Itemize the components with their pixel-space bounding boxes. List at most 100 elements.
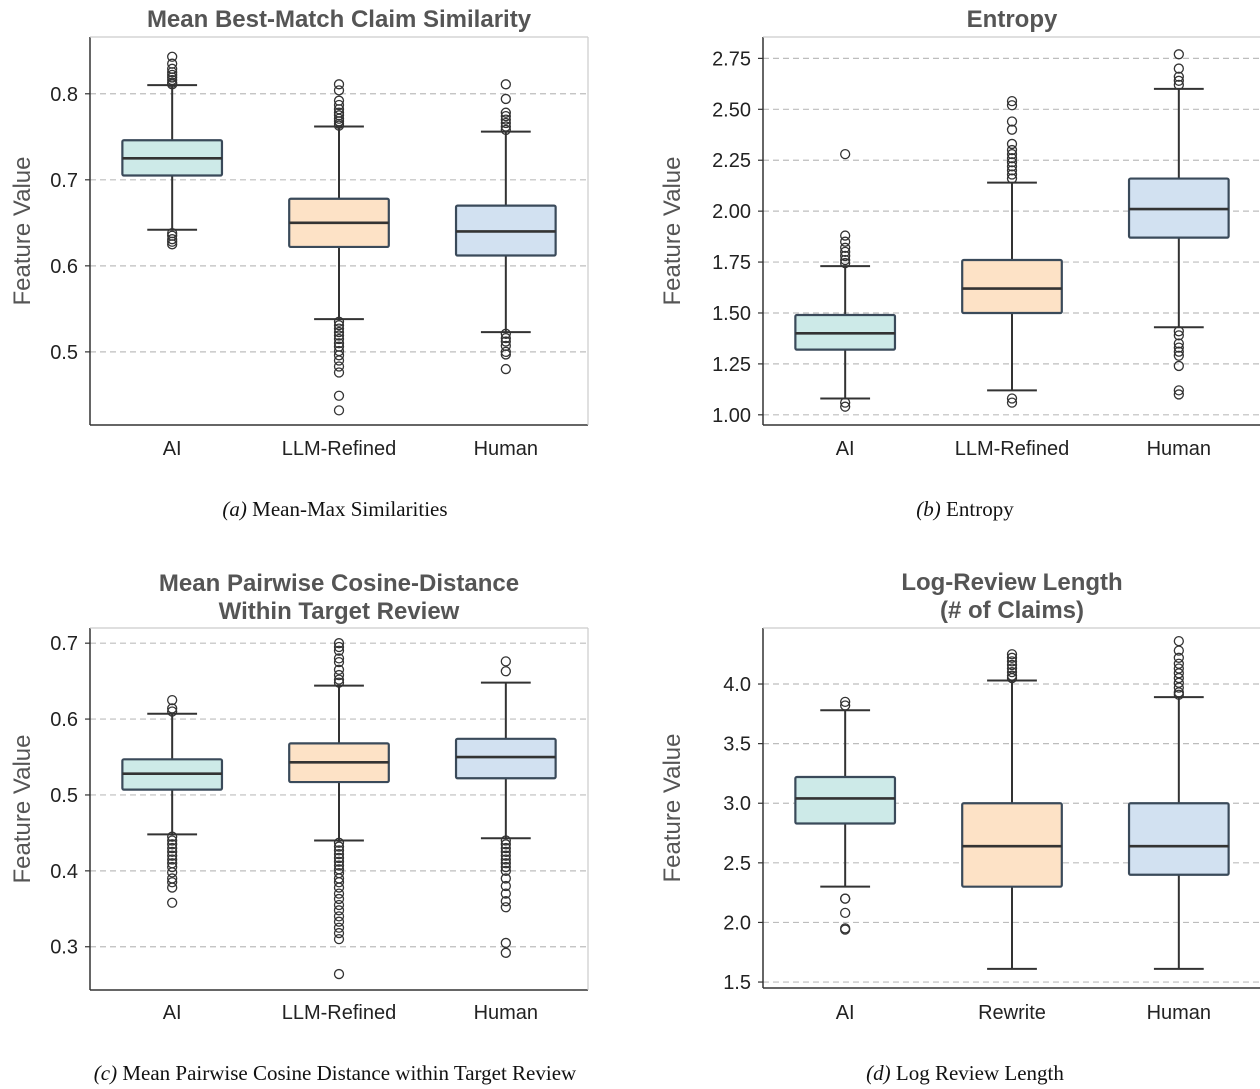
outlier-point	[500, 839, 511, 850]
outlier-point	[333, 674, 345, 685]
outlier-point	[167, 835, 178, 846]
outlier-point	[333, 841, 345, 852]
caption-label: (b)	[916, 497, 941, 521]
outlier-point	[500, 93, 511, 105]
outlier-point	[1006, 161, 1018, 172]
outlier-point	[333, 877, 345, 888]
outlier-point	[167, 882, 178, 893]
y-tick-label: 2.00	[712, 201, 751, 223]
x-tick-label: LLM-Refined	[282, 438, 397, 460]
chart-title: Entropy	[967, 6, 1058, 33]
x-tick-label: AI	[836, 1002, 855, 1024]
outlier-point	[1173, 342, 1184, 353]
outlier-point	[167, 850, 178, 861]
outlier-point	[333, 355, 345, 366]
outlier-point	[840, 254, 851, 266]
outlier-point	[333, 927, 345, 939]
y-axis-label: Feature Value	[659, 157, 686, 306]
outlier-point	[1006, 96, 1018, 107]
y-tick-label: 1.25	[712, 354, 751, 376]
outlier-point	[333, 893, 345, 905]
caption-text: Mean-Max Similarities	[252, 497, 448, 521]
outlier-point	[1173, 63, 1184, 74]
y-tick-label: 2.0	[723, 912, 751, 934]
outlier-point	[333, 350, 345, 361]
outlier-point	[1006, 148, 1018, 160]
outlier-point	[167, 67, 178, 78]
outlier-point	[167, 79, 178, 90]
outlier-point	[333, 79, 345, 90]
outlier-point	[167, 854, 178, 865]
outlier-point	[333, 911, 345, 922]
outlier-point	[1173, 360, 1184, 372]
outlier-point	[333, 330, 345, 341]
outlier-point	[500, 656, 511, 667]
y-tick-label: 0.7	[50, 633, 78, 655]
chart-title: (# of Claims)	[940, 597, 1084, 624]
outlier-point	[500, 346, 511, 358]
outlier-point	[840, 257, 851, 269]
outlier-point	[333, 849, 345, 860]
outlier-point	[167, 861, 178, 873]
outlier-point	[333, 669, 345, 681]
x-tick-label: AI	[836, 438, 855, 460]
outlier-point	[333, 367, 345, 378]
outlier-point	[1006, 393, 1018, 404]
outlier-point	[333, 916, 345, 927]
outlier-point	[1006, 672, 1018, 684]
outlier-point	[333, 120, 345, 131]
outlier-point	[333, 852, 345, 864]
outlier-point	[333, 677, 345, 688]
x-tick-label: Human	[1147, 1002, 1211, 1024]
outlier-point	[333, 882, 345, 893]
y-axis-label: Feature Value	[9, 735, 36, 884]
box-iqr	[961, 258, 1063, 315]
y-tick-label: 0.5	[50, 342, 78, 364]
outlier-point	[333, 856, 345, 867]
y-tick-label: 0.4	[50, 861, 78, 883]
outlier-point	[167, 234, 178, 245]
outlier-point	[333, 664, 345, 675]
outlier-point	[1173, 689, 1184, 700]
outlier-point	[840, 246, 851, 258]
outlier-point	[500, 937, 511, 949]
outlier-point	[333, 905, 345, 916]
outlier-point	[167, 867, 178, 878]
outlier-point	[1006, 656, 1018, 667]
y-tick-label: 0.6	[50, 709, 78, 731]
outlier-point	[500, 842, 511, 854]
chart-title: Within Target Review	[219, 598, 460, 625]
outlier-point	[167, 51, 178, 62]
outlier-point	[500, 336, 511, 347]
outlier-point	[500, 947, 511, 958]
outlier-point	[333, 645, 345, 656]
outlier-point	[500, 117, 511, 129]
outlier-point	[167, 831, 178, 842]
outlier-point	[333, 116, 345, 127]
outlier-point	[1173, 330, 1184, 341]
outlier-point	[500, 124, 511, 136]
outlier-point	[167, 703, 178, 714]
outlier-point	[840, 242, 851, 253]
outlier-point	[1006, 124, 1018, 135]
caption-text: Mean Pairwise Cosine Distance within Tar…	[122, 1061, 577, 1085]
y-tick-label: 0.3	[50, 937, 78, 959]
outlier-point	[333, 899, 345, 911]
x-tick-label: Human	[474, 438, 538, 460]
y-tick-label: 1.50	[712, 303, 751, 325]
boxplot-chart: Mean Best-Match Claim Similarity 0.5 0.6 0.…	[9, 6, 589, 460]
box-iqr	[1127, 802, 1230, 876]
outlier-point	[167, 72, 178, 83]
outlier-point	[500, 880, 511, 892]
outlier-point	[500, 328, 511, 339]
caption-text: Log Review Length	[895, 1061, 1064, 1085]
outlier-point	[1173, 645, 1184, 656]
outlier-point	[500, 896, 511, 907]
outlier-point	[167, 839, 178, 850]
outlier-point	[167, 58, 178, 69]
panel-entropy: Entropy 1.00 1.25 1.50 1.75 2.00 2.25 2.50 2.75 F…	[630, 0, 1260, 540]
outlier-point	[333, 405, 345, 416]
outlier-point	[1006, 649, 1018, 660]
outlier-point	[840, 401, 851, 412]
y-axis-label: Feature Value	[659, 734, 686, 883]
